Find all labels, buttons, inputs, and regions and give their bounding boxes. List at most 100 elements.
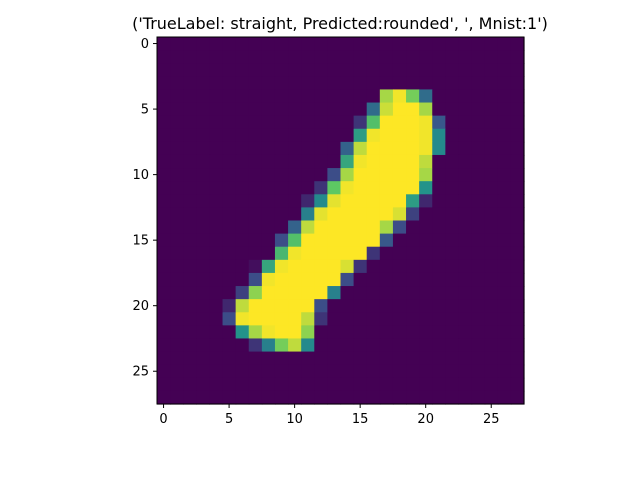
heatmap-cell [392,168,407,182]
heatmap-cell [392,194,407,208]
heatmap-cell [445,89,460,104]
heatmap-cell [484,102,499,117]
heatmap-cell [301,102,315,117]
heatmap-cell [471,246,486,261]
heatmap-cell [419,89,433,104]
heatmap-cell [379,102,394,117]
heatmap-cell [222,364,237,379]
heatmap-cell [353,63,368,77]
heatmap-cell [379,259,394,274]
heatmap-cell [248,312,263,326]
heatmap-cell [497,338,512,353]
heatmap-cell [248,272,263,287]
heatmap-cell [406,351,420,366]
heatmap-cell [510,181,525,195]
heatmap-cell [445,115,460,130]
heatmap-cell [248,390,263,405]
heatmap-cell [274,37,289,51]
heatmap-cell [170,246,184,261]
heatmap-cell [458,207,473,222]
heatmap-cell [209,233,224,248]
heatmap-cell [170,128,184,143]
heatmap-cell [261,364,276,379]
heatmap-cell [288,325,302,340]
heatmap-cell [248,246,263,261]
heatmap-cell [432,351,446,366]
heatmap-cell [301,181,315,195]
heatmap-cell [484,246,499,261]
heatmap-cell [366,390,381,405]
heatmap-cell [419,115,433,130]
heatmap-cell [366,312,381,326]
heatmap-cell [183,259,197,274]
heatmap-cell [406,50,420,64]
heatmap-cell [510,194,525,208]
heatmap-cell [484,233,499,248]
heatmap-cell [274,181,289,195]
heatmap-cell [458,63,473,77]
heatmap-cell [419,286,433,300]
heatmap-cell [353,141,368,156]
heatmap-cell [222,102,237,117]
heatmap-cell [301,194,315,208]
heatmap-cell [432,194,446,208]
heatmap-cell [209,76,224,91]
heatmap-cell [209,390,224,405]
heatmap-cell [392,299,407,313]
heatmap-cell [471,338,486,353]
heatmap-cell [458,115,473,130]
heatmap-cell [183,246,197,261]
heatmap-cell [314,50,328,64]
heatmap-cell [222,76,237,91]
heatmap-cell [327,220,342,235]
heatmap-cell [248,76,263,91]
heatmap-cell [235,233,250,248]
heatmap-cell [366,338,381,353]
heatmap-cell [222,246,237,261]
heatmap-cell [196,194,211,208]
heatmap-cell [301,338,315,353]
heatmap-cell [458,154,473,169]
heatmap-cell [170,63,184,77]
heatmap-cell [235,259,250,274]
heatmap-cell [274,50,289,64]
heatmap-cell [458,299,473,313]
heatmap-cell [288,272,302,287]
heatmap-cell [288,102,302,117]
heatmap-cell [248,338,263,353]
heatmap-cell [406,102,420,117]
heatmap-cell [458,168,473,182]
heatmap-cell [274,102,289,117]
heatmap-cell [497,50,512,64]
heatmap-cell [340,102,355,117]
heatmap-cell [301,220,315,235]
y-tick-label: 5 [141,103,149,118]
heatmap-cell [170,312,184,326]
heatmap-cell [288,246,302,261]
heatmap-cell [432,259,446,274]
heatmap-cell [353,207,368,222]
heatmap-cell [261,233,276,248]
heatmap-cell [301,37,315,51]
heatmap-cell [248,37,263,51]
heatmap-cell [510,76,525,91]
heatmap-cell [497,63,512,77]
heatmap-cell [484,168,499,182]
heatmap-cell [222,312,237,326]
heatmap-cell [314,286,328,300]
heatmap-cell [222,194,237,208]
heatmap-cell [406,246,420,261]
heatmap-cell [406,194,420,208]
heatmap-cell [471,168,486,182]
heatmap-cell [196,115,211,130]
heatmap-cell [327,377,342,392]
heatmap-cell [209,168,224,182]
heatmap-cell [445,299,460,313]
heatmap-cell [510,364,525,379]
heatmap-cell [196,390,211,405]
heatmap-cell [484,194,499,208]
heatmap-cell [274,364,289,379]
heatmap-cell [196,102,211,117]
heatmap-cell [327,102,342,117]
heatmap-cell [379,351,394,366]
